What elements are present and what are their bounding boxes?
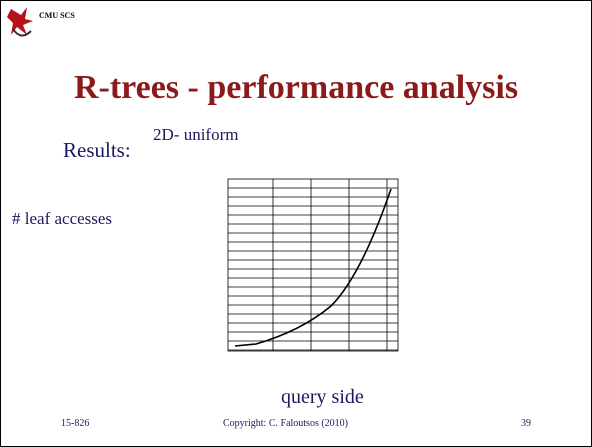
results-label: Results: [63, 138, 131, 162]
y-axis-label: # leaf accesses [12, 209, 113, 228]
slide-title: R-trees - performance analysis [73, 69, 519, 106]
footer-page: 39 [521, 418, 531, 429]
chart-image [227, 178, 399, 352]
logo [7, 7, 33, 37]
x-axis-label: query side [281, 386, 364, 408]
footer-copyright: Copyright: C. Faloutsos (2010) [223, 418, 349, 429]
logo-text: CMU SCS [39, 11, 75, 20]
chart-subtitle: 2D- uniform [153, 125, 239, 144]
footer-course: 15-826 [61, 418, 90, 429]
